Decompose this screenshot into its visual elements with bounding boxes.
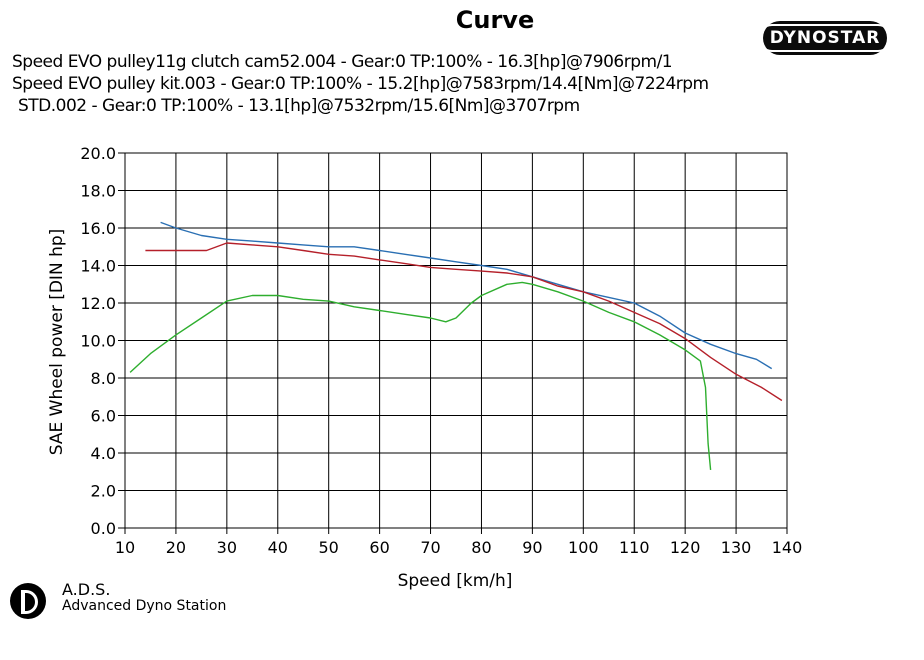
x-tick-label: 50 [319, 538, 339, 557]
y-tick-label: 10.0 [80, 332, 116, 351]
y-tick-label: 6.0 [91, 407, 116, 426]
chart-axes: 10 20 30 40 50 60 70 80 90 100 110 120 130 140 0.0 2.0 4… [80, 144, 802, 557]
y-tick-label: 20.0 [80, 144, 116, 163]
x-tick-label: 140 [772, 538, 803, 557]
y-tick-label: 0.0 [91, 519, 116, 538]
dynostar-logo-text: DYNOSTAR [757, 24, 893, 52]
y-axis-label: SAE Wheel power [DIN hp] [47, 229, 67, 456]
x-tick-label: 80 [471, 538, 491, 557]
y-tick-label: 8.0 [91, 369, 116, 388]
legend-entry-red: Speed EVO pulley kit.003 - Gear:0 TP:100… [12, 74, 709, 94]
x-tick-label: 20 [166, 538, 186, 557]
y-tick-label: 12.0 [80, 294, 116, 313]
legend-entry-green: STD.002 - Gear:0 TP:100% - 13.1[hp]@7532… [18, 96, 580, 116]
chart-title: Curve [455, 6, 535, 34]
x-tick-label: 30 [217, 538, 237, 557]
footer-title: A.D.S. [62, 580, 111, 599]
x-tick-label: 60 [369, 538, 389, 557]
footer-subtitle: Advanced Dyno Station [62, 598, 227, 614]
series-line-0 [160, 221, 773, 370]
x-tick-label: 120 [670, 538, 701, 557]
series-line-1 [145, 242, 783, 402]
series-line-2 [129, 281, 712, 470]
x-tick-label: 10 [115, 538, 135, 557]
dynostar-logo: DYNOSTAR [757, 21, 893, 55]
x-tick-label: 110 [619, 538, 650, 557]
x-tick-label: 40 [268, 538, 288, 557]
y-tick-label: 16.0 [80, 219, 116, 238]
x-tick-label: 130 [721, 538, 752, 557]
chart-series [129, 221, 783, 470]
x-tick-label: 100 [568, 538, 599, 557]
x-axis-label: Speed [km/h] [398, 571, 513, 591]
x-tick-label: 70 [420, 538, 440, 557]
x-tick-label: 90 [522, 538, 542, 557]
y-tick-label: 18.0 [80, 182, 116, 201]
y-tick-label: 4.0 [91, 444, 116, 463]
y-tick-label: 14.0 [80, 257, 116, 276]
legend-entry-blue: Speed EVO pulley11g clutch cam52.004 - G… [12, 52, 673, 72]
y-tick-label: 2.0 [91, 482, 116, 501]
ads-logo-icon [10, 583, 46, 619]
